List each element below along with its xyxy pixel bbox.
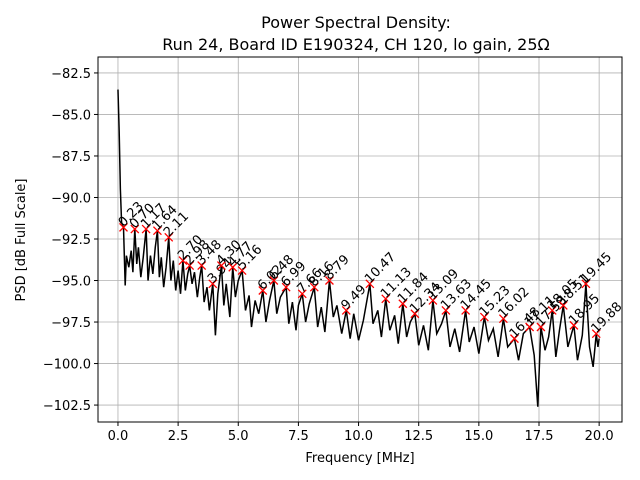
peak-marker (341, 305, 351, 315)
peak-marker (130, 224, 140, 234)
peak-label: 19.45 (578, 250, 615, 287)
x-tick-label: 10.0 (344, 429, 373, 444)
y-tick-label: −87.5 (51, 150, 91, 165)
peak-marker (178, 256, 188, 266)
peak-marker (461, 305, 471, 315)
y-axis-label: PSD [dB Full Scale] (14, 178, 29, 301)
peak-marker (581, 279, 591, 289)
x-tick-label: 7.5 (288, 429, 309, 444)
y-tick-label: −82.5 (51, 67, 91, 82)
peak-marker (228, 262, 238, 272)
peak-marker (324, 276, 334, 285)
x-tick-label: 12.5 (404, 429, 433, 444)
peak-marker (569, 320, 579, 330)
peak-marker (558, 300, 568, 310)
peak-marker (309, 282, 319, 292)
y-tick-label: −102.5 (43, 399, 91, 414)
x-axis-label: Frequency [MHz] (305, 451, 414, 466)
peak-marker (141, 224, 151, 234)
y-tick-label: −92.5 (51, 233, 91, 248)
peak-marker (536, 322, 546, 332)
chart-subtitle: Run 24, Board ID E190324, CH 120, lo gai… (162, 35, 550, 54)
plot-frame (97, 56, 623, 423)
chart-title: Power Spectral Density: (261, 13, 451, 32)
peak-marker (281, 282, 291, 292)
y-tick-label: −97.5 (51, 316, 91, 331)
peak-marker (237, 266, 247, 276)
x-tick-label: 0.0 (108, 429, 129, 444)
peak-marker (479, 312, 489, 322)
peak-marker (269, 276, 279, 285)
x-tick-label: 2.5 (168, 429, 189, 444)
peak-marker (509, 334, 519, 344)
peak-marker (297, 289, 307, 299)
y-tick-label: −100.0 (43, 358, 91, 373)
peak-marker (525, 322, 535, 332)
y-tick-label: −95.0 (51, 275, 91, 290)
y-tick-label: −90.0 (51, 191, 91, 206)
y-tick-label: −85.0 (51, 108, 91, 123)
peak-label: 8.79 (322, 252, 353, 283)
x-tick-label: 5.0 (228, 429, 249, 444)
peak-marker (197, 261, 207, 271)
peak-marker (591, 329, 601, 339)
peak-marker (216, 261, 226, 271)
peak-marker (185, 261, 195, 271)
x-tick-label: 17.5 (525, 429, 554, 444)
peak-marker (410, 309, 420, 319)
peak-marker (208, 279, 218, 289)
peak-marker (365, 279, 375, 289)
peak-marker (152, 226, 162, 236)
peak-marker (119, 222, 128, 232)
x-tick-label: 20.0 (585, 429, 614, 444)
peak-marker (381, 294, 391, 304)
peak-marker (498, 314, 508, 324)
peak-marker (164, 232, 174, 242)
peak-marker (547, 305, 557, 315)
peak-marker (258, 286, 268, 295)
peak-marker (428, 295, 438, 305)
peak-marker (441, 305, 451, 315)
x-tick-label: 15.0 (464, 429, 493, 444)
peak-marker (398, 299, 408, 309)
